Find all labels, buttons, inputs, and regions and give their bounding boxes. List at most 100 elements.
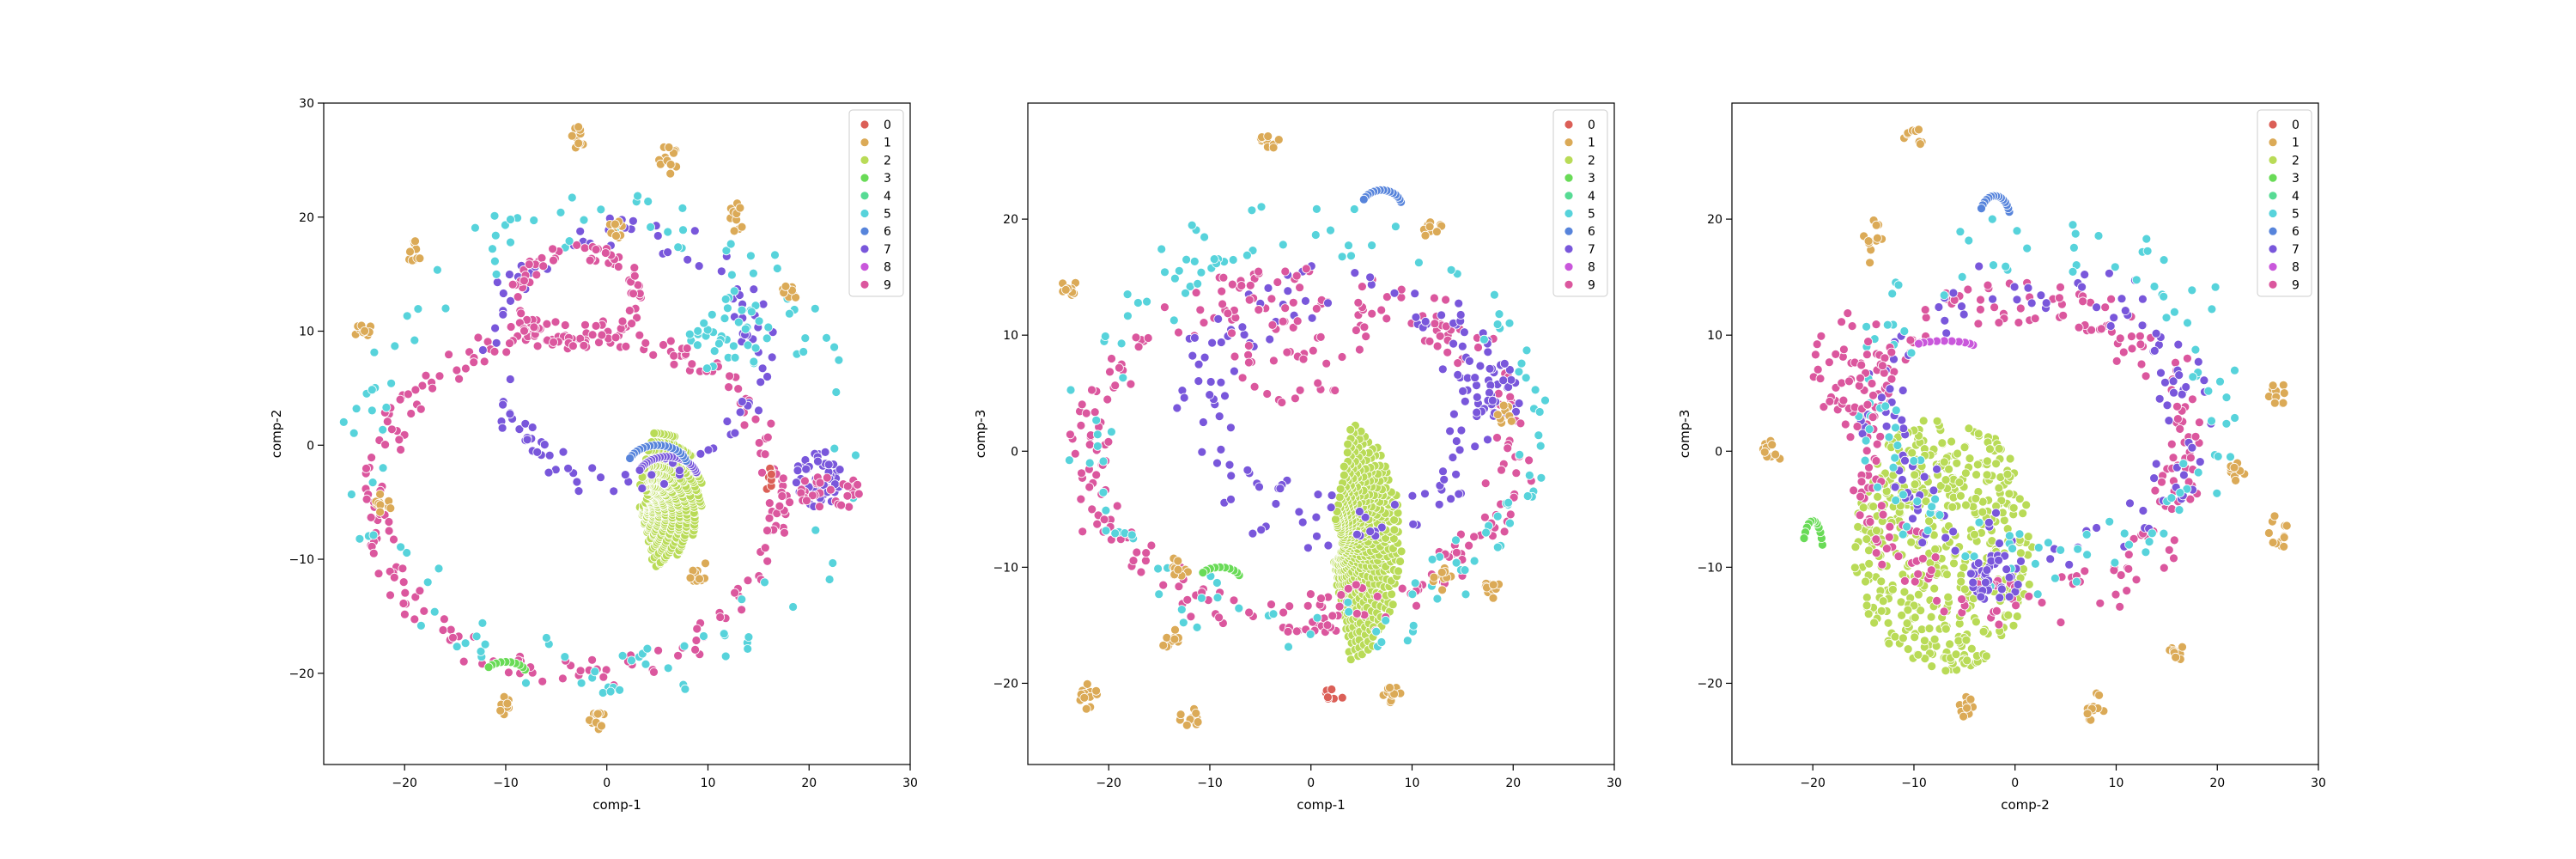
data-point-class-5: [2159, 528, 2169, 539]
data-point-class-9: [1321, 358, 1332, 369]
data-point-class-5: [1402, 636, 1413, 646]
data-point-class-9: [1133, 342, 1144, 352]
data-point-class-5: [810, 303, 820, 314]
data-point-class-2: [1346, 424, 1356, 435]
data-point-class-5: [799, 347, 809, 356]
data-point-class-9: [1932, 596, 1942, 606]
data-point-class-5: [1376, 637, 1387, 647]
data-point-class-9: [2194, 417, 2204, 428]
data-point-class-5: [2175, 488, 2185, 497]
data-point-class-9: [815, 502, 824, 512]
data-point-class-9: [1991, 606, 2002, 616]
data-point-class-5: [506, 215, 515, 224]
x-tick-label: 30: [2311, 777, 2326, 790]
legend-marker: [2268, 226, 2278, 236]
data-point-class-9: [635, 330, 645, 340]
data-point-class-7: [563, 463, 573, 473]
data-point-class-5: [721, 246, 732, 256]
data-point-class-9: [1926, 565, 1936, 576]
data-point-class-9: [629, 271, 640, 281]
data-point-class-5: [760, 577, 769, 588]
data-point-class-9: [1367, 308, 1377, 319]
data-point-class-1: [567, 131, 577, 141]
data-point-class-9: [524, 259, 534, 270]
data-point-class-5: [680, 684, 690, 694]
data-point-class-1: [2171, 652, 2181, 662]
data-point-class-9: [1855, 510, 1865, 521]
data-point-class-7: [1470, 373, 1480, 383]
data-point-class-2: [1883, 618, 1893, 628]
data-point-class-5: [693, 340, 702, 350]
data-point-class-9: [2164, 545, 2174, 555]
legend-label: 0: [1588, 119, 1595, 132]
data-point-class-1: [1173, 556, 1183, 566]
data-point-class-9: [673, 650, 683, 661]
data-point-class-9: [1499, 527, 1510, 537]
data-point-class-2: [2015, 548, 2026, 558]
data-point-class-7: [1932, 464, 1942, 474]
data-point-class-5: [338, 417, 349, 427]
data-point-class-7: [1472, 392, 1482, 402]
data-point-class-1: [664, 143, 674, 152]
data-point-class-2: [1873, 492, 1883, 502]
data-point-class-9: [368, 548, 379, 558]
data-point-class-9: [1076, 420, 1086, 430]
data-point-class-5: [579, 215, 589, 225]
legend-marker: [2268, 262, 2278, 272]
data-point-class-5: [726, 239, 736, 249]
data-point-class-5: [754, 316, 764, 326]
data-point-class-5: [490, 230, 501, 241]
data-point-class-9: [1115, 362, 1124, 373]
data-point-class-9: [1443, 347, 1453, 357]
legend-label: 3: [884, 172, 891, 186]
data-point-class-7: [2193, 356, 2203, 367]
data-point-class-7: [675, 466, 684, 476]
legend-label: 7: [1588, 243, 1595, 257]
data-point-class-9: [398, 599, 409, 608]
data-point-class-9: [2087, 325, 2097, 335]
legend-marker: [860, 279, 870, 289]
data-point-class-5: [1391, 222, 1400, 232]
data-point-class-9: [1893, 551, 1904, 561]
data-point-class-1: [781, 281, 791, 291]
data-point-class-7: [490, 323, 500, 333]
data-point-class-7: [1446, 494, 1455, 504]
data-point-class-1: [410, 236, 420, 247]
data-point-class-5: [410, 335, 420, 345]
data-point-class-9: [1358, 282, 1367, 292]
data-point-class-7: [1214, 411, 1224, 422]
legend-label: 2: [2292, 154, 2300, 168]
data-point-class-7: [558, 447, 568, 457]
data-point-class-5: [737, 305, 747, 315]
data-point-class-2: [1389, 525, 1400, 535]
data-point-class-7: [2092, 302, 2102, 313]
y-tick-label: 20: [299, 211, 314, 225]
data-point-class-7: [1437, 310, 1446, 320]
data-point-class-5: [2183, 318, 2192, 328]
data-point-class-9: [725, 371, 734, 381]
legend-label: 0: [2292, 119, 2300, 132]
data-point-class-7: [703, 445, 714, 455]
data-point-class-7: [1881, 421, 1892, 431]
data-point-class-5: [1492, 511, 1503, 521]
data-point-class-7: [2105, 321, 2116, 331]
data-point-class-1: [1429, 572, 1439, 582]
data-point-class-9: [579, 340, 589, 350]
data-point-class-9: [1871, 548, 1881, 557]
data-point-class-9: [1480, 512, 1490, 522]
data-point-class-9: [822, 472, 832, 483]
data-point-class-5: [2230, 413, 2240, 423]
data-point-class-9: [1078, 527, 1088, 537]
data-point-class-9: [1087, 385, 1097, 395]
data-point-class-5: [1974, 517, 1984, 527]
data-point-class-2: [1863, 609, 1874, 619]
data-point-class-5: [2056, 545, 2066, 555]
x-tick-label: −10: [1197, 777, 1223, 790]
data-point-class-5: [746, 307, 756, 317]
data-point-class-5: [1176, 605, 1187, 614]
data-point-class-2: [1954, 478, 1965, 487]
data-point-class-7: [1454, 489, 1464, 499]
data-point-class-5: [396, 542, 406, 552]
data-point-class-7: [1511, 406, 1521, 417]
data-point-class-9: [1983, 280, 1993, 290]
